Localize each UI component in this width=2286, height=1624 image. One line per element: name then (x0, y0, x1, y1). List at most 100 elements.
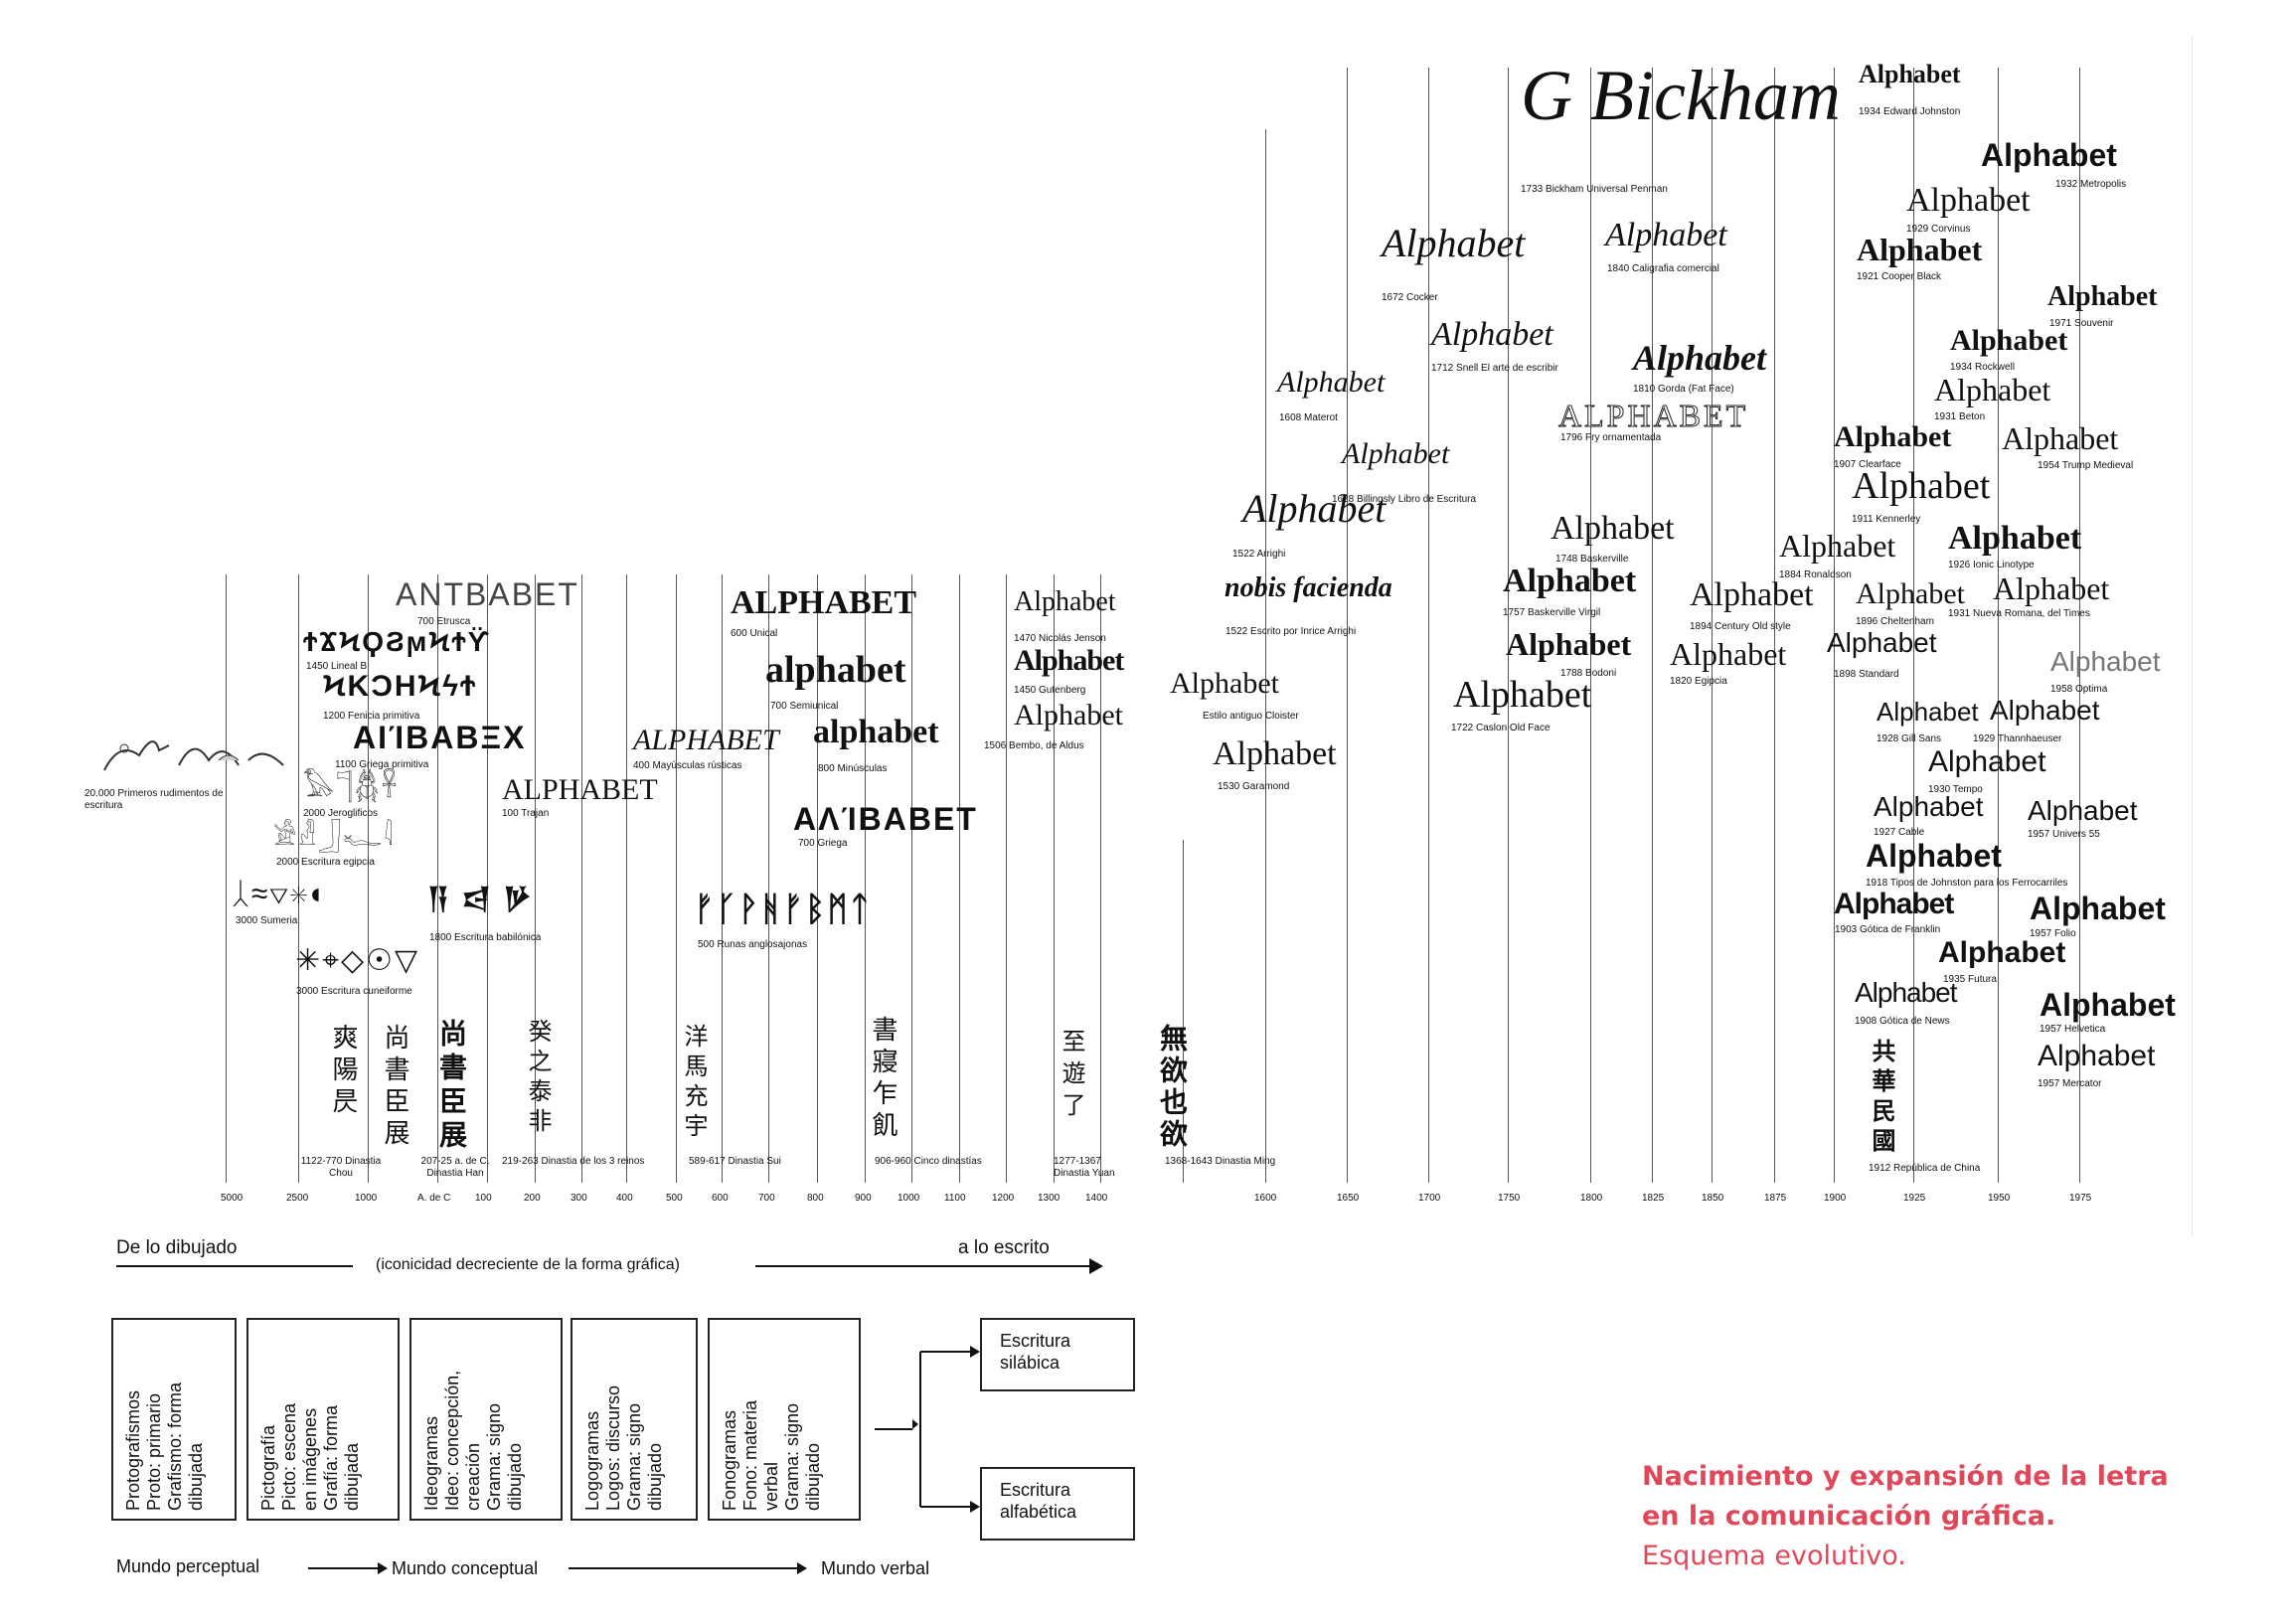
bodoni-sample: Alphabet (1506, 626, 1632, 662)
caption-title: Nacimiento y expansión de la letra en la… (1642, 1461, 2169, 1532)
box-silabica: Escritura silábica (980, 1318, 1135, 1391)
ronaldson-sample: Alphabet (1779, 528, 1896, 564)
flow-box-protografismos: Protografismos Proto: primario Grafismo:… (111, 1318, 237, 1521)
label-mercator: 1957 Mercator (2038, 1078, 2102, 1089)
world-perceptual: Mundo perceptual (116, 1556, 260, 1576)
label-gutenberg: 1450 Gutenberg (1014, 685, 1086, 696)
timeline-line (959, 574, 960, 1183)
timeline-line (1998, 68, 1999, 1183)
corvinus-sample: Alphabet (1906, 182, 2031, 219)
label-egipcia: 2000 Escritura egipcia (276, 857, 375, 868)
label-fenicia: 1200 Fenicia primitiva (323, 711, 420, 722)
ionic-sample: Alphabet (1948, 520, 2082, 557)
billingsly-sample: Alphabet (1342, 437, 1450, 470)
gutenberg-sample: Alphabet (1014, 644, 1124, 677)
tick-label: 200 (524, 1193, 541, 1204)
tick-label: 1700 (1418, 1193, 1441, 1204)
timeline-line (1265, 129, 1266, 1183)
world-conceptual: Mundo conceptual (392, 1558, 539, 1578)
timeline-line (2079, 68, 2080, 1183)
label-3reinos: 219-263 Dinastia de los 3 reinos (502, 1156, 645, 1167)
futura-sample: Alphabet (1938, 936, 2066, 969)
tick-label: 900 (855, 1193, 872, 1204)
label-republica: 1912 República de China (1869, 1163, 1981, 1174)
axis-right: a lo escrito (958, 1237, 1050, 1258)
tick-label: 800 (807, 1193, 824, 1204)
railway-sample: Alphabet (1866, 838, 2002, 874)
franklin-sample: Alphabet (1834, 888, 1954, 920)
frame-edge (2192, 35, 2193, 1237)
chinese-3reinos: 癸之泰非 (524, 1019, 551, 1138)
label-cloister: Estilo antiguo Cloister (1203, 711, 1299, 722)
label-bickham: 1733 Bickham Universal Penman (1521, 184, 1668, 195)
tick-label: 300 (571, 1193, 587, 1204)
timeline-line (1428, 68, 1429, 1183)
timeline-line (1183, 840, 1184, 1183)
timeline-line (722, 574, 723, 1183)
label-trajan: 100 Trajan (502, 808, 550, 819)
label-cooper: 1921 Cooper Black (1857, 271, 1942, 282)
axis-middle: (iconicidad decreciente de la forma gráf… (376, 1256, 680, 1273)
tick-label: 1100 (944, 1193, 966, 1204)
lineal-b-glyphs: ϮϪϞϘϨϻϞϮϔ (303, 626, 492, 657)
label-ming: 1368-1643 Dinastia Ming (1165, 1156, 1276, 1167)
label-century: 1894 Century Old style (1690, 621, 1791, 632)
flow-box-text: Fonogramas Fono: materia verbal Grama: s… (720, 1399, 823, 1511)
egyptian-glyphs: 𓀀𓁐𓃀𓆑𓇋 (273, 821, 396, 851)
label-sui: 589-617 Dinastia Sui (689, 1156, 781, 1167)
label-cable: 1927 Cable (1874, 827, 1925, 838)
gillsans-sample: Alphabet (1877, 697, 1979, 727)
cooper-sample: Alphabet (1857, 232, 1983, 267)
timeline-line (1347, 68, 1348, 1183)
materot-sample: Alphabet (1277, 366, 1386, 399)
souvenir-sample: Alphabet (2047, 281, 2158, 312)
tick-label: 400 (616, 1193, 633, 1204)
arrighi-sample: Alphabet (1242, 486, 1387, 531)
caption-subtitle: Esquema evolutivo. (1642, 1541, 1906, 1571)
clearface-sample: Alphabet (1834, 420, 1952, 453)
label-snell: 1712 Snell El arte de escribir (1431, 363, 1558, 374)
egipcia-sample: Alphabet (1670, 636, 1787, 672)
label-lineal-b: 1450 Lineal B (306, 661, 368, 672)
label-standard: 1898 Standard (1834, 669, 1899, 680)
chinese-sui: 洋馬充宇 (680, 1024, 707, 1143)
tick-label: 2500 (286, 1193, 309, 1204)
tick-label: 1600 (1254, 1193, 1277, 1204)
unical-sample: ALPHABET (731, 584, 917, 621)
cable-sample: Alphabet (1874, 791, 1984, 822)
label-clearface: 1907 Clearface (1834, 459, 1901, 470)
label-arrighi: 1522 Arrighi (1232, 549, 1286, 560)
timeline-line (298, 574, 299, 1183)
cocker-sample: Alphabet (1382, 221, 1526, 265)
kennerley-sample: Alphabet (1852, 465, 1991, 507)
label-materot: 1608 Materot (1279, 412, 1338, 423)
nobis-sample: nobis facienda (1225, 572, 1392, 603)
tick-label: 1925 (1903, 1193, 1926, 1204)
label-minusculas: 800 Minúsculas (818, 763, 888, 774)
label-caslon: 1722 Caslon Old Face (1451, 723, 1551, 733)
tick-label: 500 (666, 1193, 683, 1204)
label-etrusca: 700 Etrusca (417, 616, 471, 627)
label-franklin: 1903 Gótica de Franklin (1835, 924, 1941, 935)
griega-glyphs: ΑΛΊΒΑΒΕΤ (793, 801, 978, 837)
flow-box-fonogramas: Fonogramas Fono: materia verbal Grama: s… (708, 1318, 861, 1521)
label-garamond: 1530 Garamond (1218, 781, 1290, 792)
runas-glyphs: ᚠᚴᚹᚻᚠᛒᛗᛏ (694, 891, 873, 928)
tick-label: A. de C (417, 1193, 451, 1204)
univers-sample: Alphabet (2028, 795, 2138, 826)
label-railway: 1918 Tipos de Johnston para los Ferrocar… (1866, 878, 2068, 889)
label-arrighi-inrice: 1522 Escrito por Inrice Arrighi (1225, 626, 1357, 637)
label-johnston: 1934 Edward Johnston (1859, 106, 1961, 117)
label-souvenir: 1971 Souvenir (2049, 318, 2114, 329)
rusticas-sample: ALPHABET (633, 724, 779, 756)
label-cheltenham: 1896 Cheltenham (1856, 616, 1934, 627)
timeline-line (865, 574, 866, 1183)
tick-label: 1000 (898, 1193, 920, 1204)
metropolis-sample: Alphabet (1981, 137, 2117, 173)
timeline-line (1508, 68, 1509, 1183)
timeline-line (1100, 574, 1101, 1183)
cave-drawing-icon (103, 740, 284, 771)
label-gillsans: 1928 Gill Sans (1877, 733, 1942, 744)
tick-label: 1800 (1580, 1193, 1603, 1204)
babylonian-glyphs: 𒀀 𒁀 𒃻 (427, 883, 535, 915)
